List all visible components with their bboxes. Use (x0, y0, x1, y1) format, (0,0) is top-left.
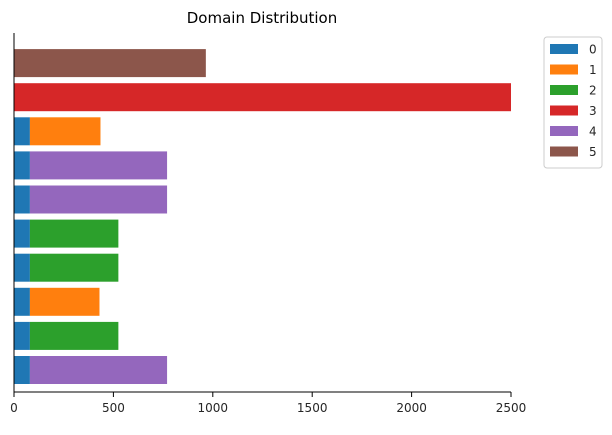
legend-label-5: 5 (589, 145, 597, 159)
bar-row-2-series-0 (14, 287, 30, 316)
legend-label-4: 4 (589, 125, 597, 139)
legend-swatch-3 (550, 105, 578, 116)
x-tick-label: 1000 (198, 401, 229, 415)
bar-row-7-series-1 (29, 117, 101, 146)
bar-row-3-series-2 (29, 253, 119, 282)
legend-label-0: 0 (589, 43, 597, 57)
bar-row-0-series-0 (14, 356, 30, 384)
legend-label-2: 2 (589, 84, 597, 98)
bar-row-1-series-2 (29, 321, 119, 350)
bar-row-1-series-0 (14, 321, 30, 350)
bar-row-5-series-0 (14, 185, 30, 214)
legend-swatch-2 (550, 85, 578, 95)
x-tick-label: 500 (102, 401, 125, 415)
x-tick-label: 2000 (396, 401, 427, 415)
legend-swatch-1 (550, 64, 578, 75)
bar-row-3-series-0 (14, 253, 30, 282)
legend-label-1: 1 (589, 63, 597, 77)
legend-label-3: 3 (589, 104, 597, 118)
bar-row-6-series-0 (14, 151, 30, 180)
bar-row-7-series-0 (14, 117, 30, 146)
bar-row-4-series-0 (14, 219, 30, 248)
bar-row-4-series-2 (29, 219, 119, 248)
legend-swatch-4 (550, 126, 578, 136)
x-ticks-group: 0 500 1000 1500 2000 2500 (10, 392, 526, 415)
bar-row-6-series-4 (29, 151, 168, 180)
legend-swatch-5 (550, 146, 578, 157)
x-tick-label: 1500 (297, 401, 328, 415)
bars-group (14, 49, 511, 384)
bar-row-8-series-3 (14, 83, 511, 112)
bar-row-2-series-1 (29, 287, 100, 316)
bar-row-9-series-5 (14, 49, 206, 78)
chart-title: Domain Distribution (187, 9, 337, 27)
bar-row-0-series-4 (29, 356, 168, 384)
x-tick-label: 0 (10, 401, 18, 415)
x-tick-label: 2500 (496, 401, 527, 415)
legend: 0 1 2 3 4 5 (543, 36, 603, 169)
bar-row-5-series-4 (29, 185, 168, 214)
legend-swatch-0 (550, 44, 578, 54)
